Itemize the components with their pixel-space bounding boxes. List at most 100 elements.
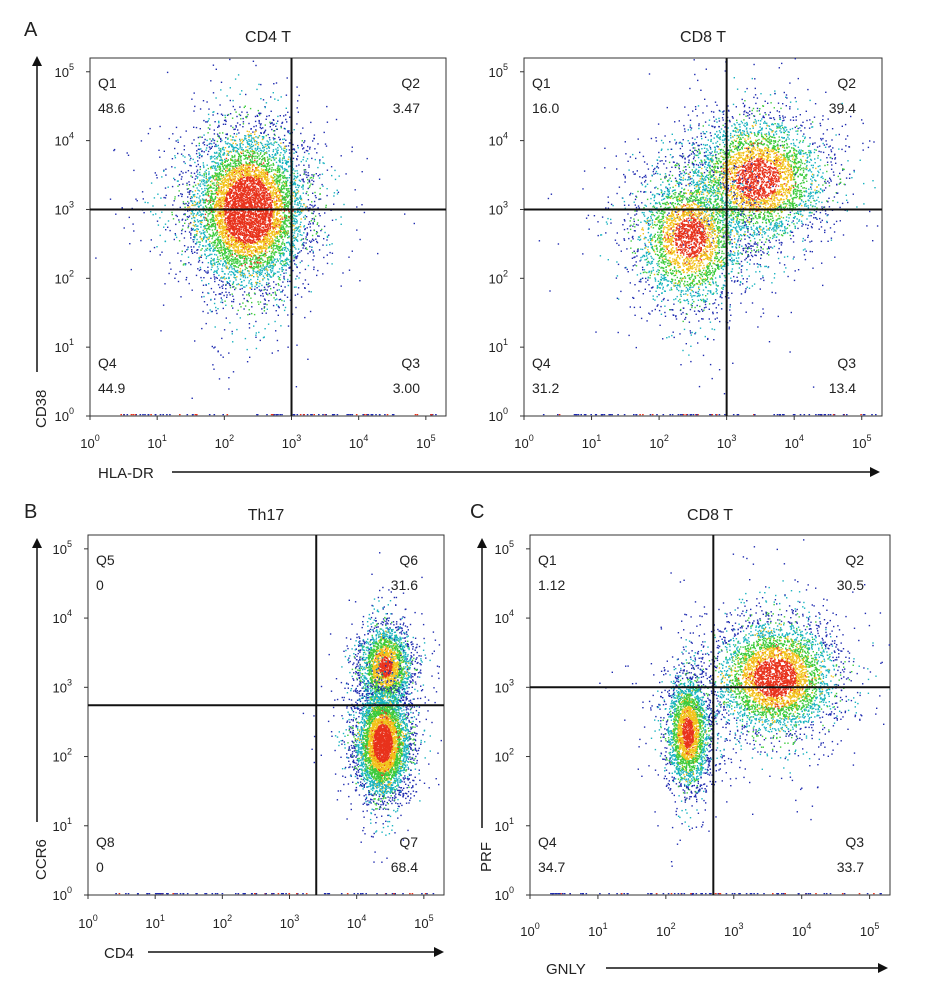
event-point — [276, 310, 277, 311]
event-point — [352, 147, 353, 148]
event-point — [277, 150, 278, 151]
event-point — [317, 222, 318, 223]
event-point — [305, 215, 306, 216]
event-point — [322, 273, 323, 274]
event-point — [364, 212, 365, 213]
event-point — [207, 192, 208, 193]
event-point — [293, 168, 294, 169]
event-point — [293, 206, 294, 207]
event-point — [271, 255, 272, 256]
event-point — [232, 294, 233, 295]
event-point — [223, 308, 224, 309]
event-point — [298, 187, 299, 188]
event-point — [309, 181, 310, 182]
event-point — [189, 192, 190, 193]
event-point — [335, 179, 336, 180]
event-point — [280, 174, 281, 175]
event-point — [284, 205, 285, 206]
event-point — [191, 172, 192, 173]
event-point — [191, 251, 192, 252]
event-point — [204, 219, 205, 220]
event-point — [267, 241, 268, 242]
event-point — [179, 184, 180, 185]
x-axis-label-b: CD4 — [104, 945, 134, 962]
event-point — [193, 194, 194, 195]
event-point — [231, 301, 232, 302]
event-point — [332, 220, 333, 221]
event-point — [204, 175, 205, 176]
event-point — [220, 277, 221, 278]
event-point — [200, 205, 201, 206]
event-point — [203, 179, 204, 180]
event-point — [183, 264, 184, 265]
event-point — [266, 245, 267, 246]
event-point — [232, 256, 233, 257]
event-point — [250, 154, 251, 155]
event-point — [281, 96, 282, 97]
event-point — [303, 238, 304, 239]
event-point — [319, 174, 320, 175]
event-point — [318, 175, 319, 176]
event-point — [246, 244, 247, 245]
event-point — [194, 173, 195, 174]
event-point — [249, 153, 250, 154]
event-point — [220, 258, 221, 259]
event-point — [216, 192, 217, 193]
event-point — [285, 272, 286, 273]
event-point — [217, 243, 218, 244]
event-point — [302, 127, 303, 128]
event-point — [207, 190, 208, 191]
event-point — [206, 212, 207, 213]
event-point — [249, 185, 250, 186]
event-point — [214, 240, 215, 241]
event-point — [203, 176, 204, 177]
event-point — [311, 213, 312, 214]
event-point — [196, 127, 197, 128]
event-point — [220, 293, 221, 294]
event-point — [225, 288, 226, 289]
event-point — [226, 317, 227, 318]
event-point — [270, 257, 271, 258]
event-point — [311, 205, 312, 206]
event-point — [199, 220, 200, 221]
event-point — [283, 226, 284, 227]
event-point — [221, 234, 222, 235]
event-point — [224, 301, 225, 302]
event-point — [300, 224, 301, 225]
event-point — [240, 285, 241, 286]
event-point — [260, 340, 261, 341]
event-point — [222, 162, 223, 163]
event-point — [266, 313, 267, 314]
event-point — [275, 251, 276, 252]
event-point — [288, 132, 289, 133]
event-point — [306, 160, 307, 161]
event-point — [221, 268, 222, 269]
event-point — [223, 185, 224, 186]
event-point — [230, 211, 231, 212]
event-point — [255, 129, 256, 130]
event-point — [208, 283, 209, 284]
event-point — [293, 153, 294, 154]
event-point — [273, 194, 274, 195]
event-point — [271, 294, 272, 295]
event-point — [228, 388, 229, 389]
event-point — [200, 242, 201, 243]
event-point — [250, 173, 251, 174]
event-point — [319, 162, 320, 163]
event-point — [217, 264, 218, 265]
event-point — [200, 169, 201, 170]
event-point — [199, 244, 200, 245]
event-point — [334, 170, 335, 171]
event-point — [204, 171, 205, 172]
event-point — [165, 229, 166, 230]
event-point — [242, 227, 243, 228]
event-point — [313, 251, 314, 252]
event-point — [189, 156, 190, 157]
event-point — [249, 273, 250, 274]
event-point — [254, 131, 255, 132]
event-point — [236, 276, 237, 277]
event-point — [238, 74, 239, 75]
event-point — [183, 161, 184, 162]
event-point — [273, 137, 274, 138]
event-point — [299, 207, 300, 208]
